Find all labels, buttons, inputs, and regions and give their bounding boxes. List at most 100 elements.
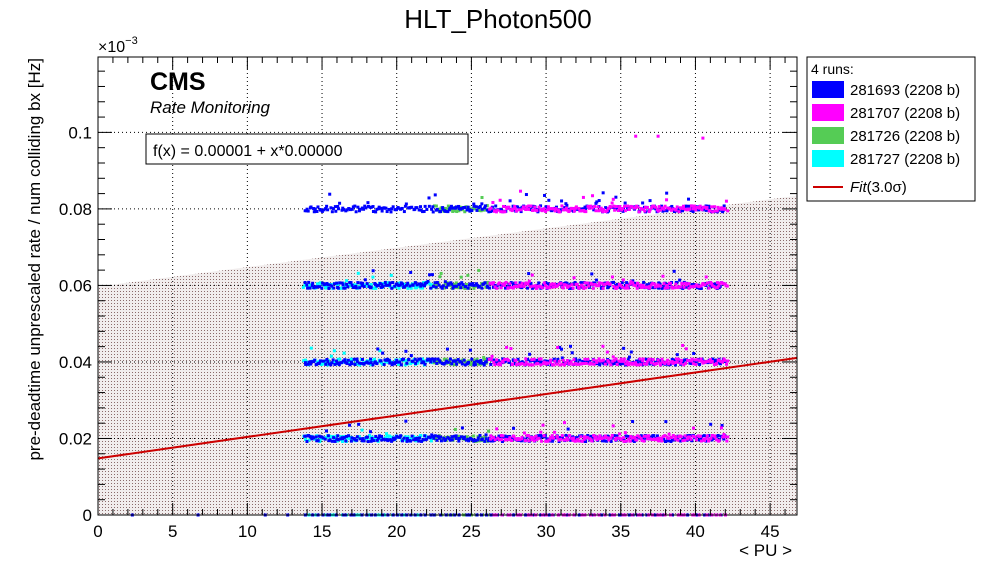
data-point: [441, 207, 445, 211]
data-point: [652, 204, 656, 208]
data-point: [610, 433, 614, 437]
data-point: [458, 207, 462, 211]
data-point: [561, 286, 565, 290]
fit-formula: f(x) = 0.00001 + x*0.00000: [153, 143, 343, 160]
data-point: [482, 363, 486, 367]
data-point: [520, 281, 524, 285]
data-point: [369, 285, 373, 289]
data-point: [726, 209, 730, 213]
data-point: [707, 434, 711, 438]
data-point: [587, 284, 591, 288]
data-point: [325, 357, 329, 361]
data-point: [468, 208, 472, 212]
data-point: [368, 430, 372, 434]
data-point: [717, 207, 721, 211]
data-point: [614, 205, 618, 209]
data-point: [537, 436, 541, 440]
data-point: [518, 281, 522, 285]
data-point: [566, 438, 570, 442]
data-point: [332, 349, 336, 353]
data-point: [725, 439, 729, 443]
y-tick-label: 0.04: [59, 353, 92, 372]
data-point: [475, 359, 479, 363]
data-point: [484, 434, 488, 438]
data-point: [710, 359, 714, 363]
data-point: [692, 426, 696, 430]
data-point: [721, 360, 725, 364]
data-point: [480, 202, 484, 206]
data-point: [474, 282, 478, 286]
data-point: [326, 360, 330, 364]
data-point: [496, 208, 500, 212]
data-point: [378, 434, 382, 438]
data-point: [615, 285, 619, 289]
data-point: [370, 436, 374, 440]
data-point: [348, 208, 352, 212]
data-point: [441, 284, 445, 288]
data-point: [416, 284, 420, 288]
data-point: [319, 437, 323, 441]
data-point: [670, 204, 674, 208]
y-tick-label: 0.08: [59, 200, 92, 219]
data-point: [698, 204, 702, 208]
data-point: [367, 434, 371, 438]
data-point: [369, 282, 373, 286]
data-point: [430, 273, 434, 277]
data-point: [594, 209, 598, 213]
data-point: [327, 286, 331, 290]
data-point: [517, 283, 521, 287]
data-point: [606, 436, 610, 440]
data-point: [726, 359, 730, 363]
data-point: [398, 283, 402, 287]
data-point: [611, 359, 615, 363]
data-point: [592, 208, 596, 212]
data-point: [597, 199, 601, 203]
data-point: [645, 360, 649, 364]
data-point: [615, 282, 619, 286]
data-point: [552, 363, 556, 367]
data-point: [324, 435, 328, 439]
data-point: [358, 286, 362, 290]
y-tick-label: 0: [83, 506, 92, 525]
data-point: [506, 286, 510, 290]
data-point: [666, 286, 670, 290]
data-point: [470, 357, 474, 361]
data-point: [604, 360, 608, 364]
data-point: [335, 359, 339, 363]
data-point: [460, 426, 464, 430]
data-point: [601, 208, 605, 212]
data-point: [509, 286, 513, 290]
data-point: [477, 208, 481, 212]
data-point: [666, 439, 670, 443]
data-point: [527, 279, 531, 283]
data-point: [491, 201, 495, 205]
data-point: [682, 285, 686, 289]
data-point: [628, 355, 632, 359]
data-point: [369, 439, 373, 443]
data-point: [330, 361, 334, 365]
data-point: [708, 358, 712, 362]
data-point: [490, 354, 494, 358]
data-point: [681, 206, 685, 210]
x-tick-label: 25: [462, 522, 481, 541]
data-point: [341, 439, 345, 443]
data-point: [621, 209, 625, 213]
data-point: [568, 209, 572, 213]
data-point: [532, 357, 536, 361]
data-point: [577, 362, 581, 366]
data-point: [698, 434, 702, 438]
data-point: [403, 363, 407, 367]
data-point: [605, 209, 609, 213]
data-point: [513, 437, 517, 441]
data-point: [563, 208, 567, 212]
data-point: [687, 282, 691, 286]
data-point: [726, 435, 730, 439]
data-point: [582, 437, 586, 441]
data-point: [447, 208, 451, 212]
data-point: [305, 283, 309, 287]
data-point: [433, 434, 437, 438]
data-point: [699, 439, 703, 443]
data-point: [639, 434, 643, 438]
data-point: [482, 357, 486, 361]
data-point: [306, 209, 310, 213]
